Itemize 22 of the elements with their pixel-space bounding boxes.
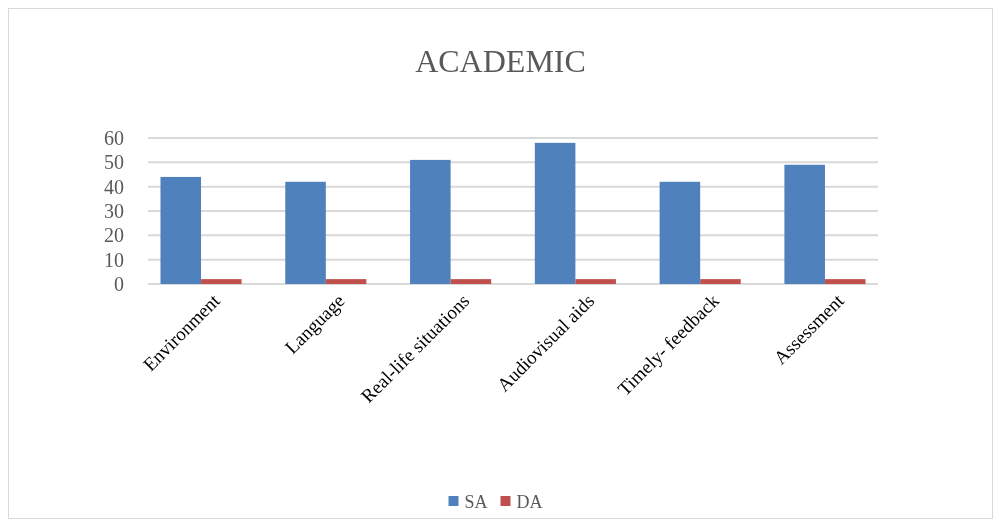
y-tick-label: 30 [104, 200, 124, 222]
y-tick-label: 40 [104, 175, 124, 198]
y-tick-label: 60 [104, 127, 124, 149]
legend-label: DA [516, 492, 543, 513]
bar [325, 279, 367, 284]
bar [201, 279, 242, 284]
legend-label: SA [464, 492, 488, 513]
bar [824, 279, 866, 284]
y-tick-label: 20 [104, 224, 124, 247]
y-tick-label: 50 [104, 151, 124, 174]
bar [410, 159, 451, 284]
bar [784, 164, 825, 284]
chart-title: ACADEMIC [415, 43, 586, 79]
bar [450, 279, 492, 284]
bar [700, 279, 741, 284]
bar [575, 279, 616, 284]
bar [534, 142, 576, 284]
y-tick-label: 0 [114, 273, 124, 295]
bar [160, 176, 202, 284]
bar [285, 181, 326, 284]
y-tick-label: 10 [104, 248, 124, 271]
bar [659, 181, 701, 284]
